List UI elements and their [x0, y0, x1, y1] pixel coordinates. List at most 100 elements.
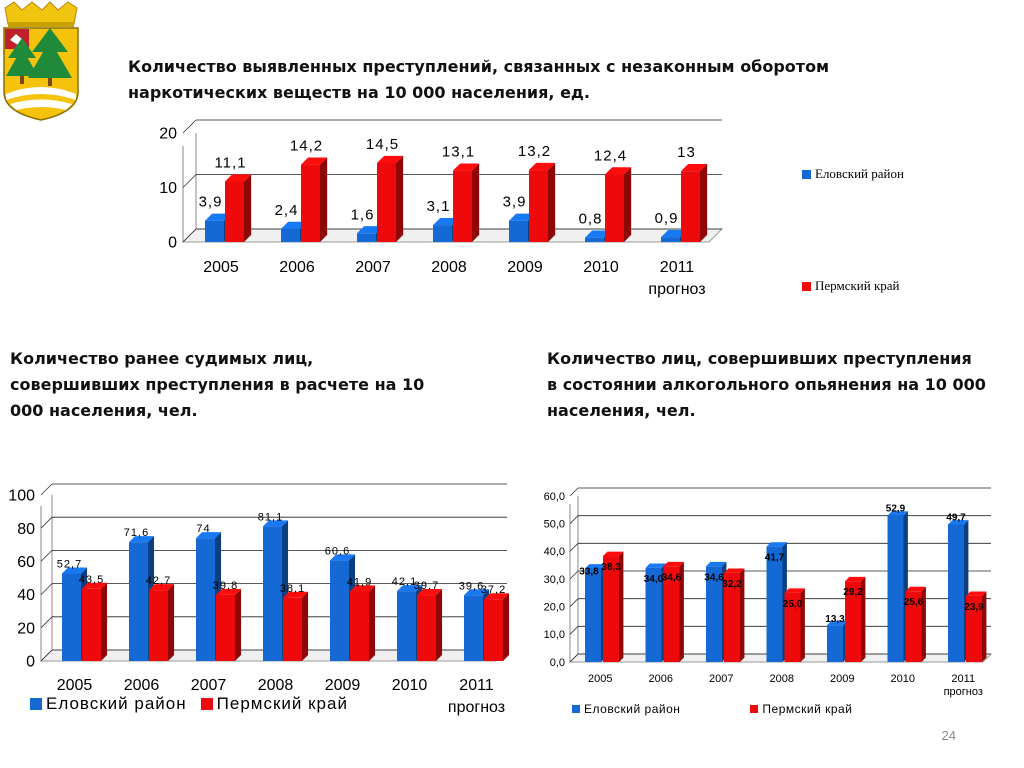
y-tick-label: 80 — [17, 521, 35, 538]
bar-front — [585, 237, 604, 242]
bar-top — [225, 174, 252, 182]
legend-swatch-red — [750, 705, 759, 713]
data-label: 38,3 — [601, 562, 621, 573]
bar-front — [330, 560, 349, 661]
x-tick-label: 2005 — [57, 677, 93, 694]
x-tick-label: 2010 — [392, 677, 428, 694]
legend-swatch-blue — [30, 698, 42, 710]
bar-top — [433, 217, 460, 226]
bar-top — [724, 568, 745, 573]
y-tick-label: 50,0 — [544, 519, 565, 531]
data-label: 60,6 — [325, 545, 350, 557]
bar-top — [948, 520, 969, 525]
bar-top — [464, 589, 490, 596]
bar-front — [681, 171, 700, 242]
bar-perm: 23,9 — [964, 591, 987, 662]
x-tick-label: 2009 — [325, 677, 361, 694]
bar-elovsky: 49,7 — [946, 512, 969, 662]
gridline-depth — [569, 653, 579, 663]
shield-icon — [3, 27, 79, 121]
chart1-legend-item-elovsky: Еловский район — [802, 166, 904, 182]
x-tick-sublabel: прогноз — [944, 686, 983, 698]
data-label: 29,2 — [843, 587, 863, 598]
data-label: 41,7 — [765, 553, 785, 564]
bar-front — [216, 594, 235, 661]
x-tick-sublabel: прогноз — [648, 281, 705, 298]
chart2-legend: Еловский район Пермский край — [30, 694, 348, 714]
bar-top — [784, 588, 805, 593]
legend-swatch-blue — [572, 705, 580, 713]
bar-elovsky: 33,8 — [579, 564, 606, 662]
bar-top — [216, 588, 242, 595]
data-label: 34,0 — [644, 574, 664, 585]
bar-perm: 29,2 — [843, 576, 866, 662]
x-tick-label: 2011 — [951, 673, 975, 685]
bar-front — [417, 595, 436, 661]
data-label: 13,1 — [442, 144, 475, 161]
bar-front — [263, 526, 282, 661]
legend-swatch-red — [200, 698, 213, 710]
chart3-legend: Еловский район Пермский край — [572, 702, 852, 716]
bar-side — [800, 588, 805, 662]
data-label: 43,5 — [79, 574, 104, 586]
data-label: 42,7 — [146, 575, 171, 587]
bar-front — [433, 225, 452, 242]
bar-top — [663, 561, 684, 567]
data-label: 13,2 — [518, 143, 551, 160]
bar-side — [302, 591, 309, 661]
legend-label: Пермский край — [216, 694, 348, 713]
gridline-depth — [40, 483, 53, 496]
data-label: 0,8 — [579, 211, 603, 228]
legend-label: Пермский край — [815, 278, 900, 293]
bar-front — [585, 568, 601, 662]
bar-top — [301, 157, 328, 165]
data-label: 3,9 — [503, 194, 527, 211]
data-label: 81,1 — [258, 511, 283, 523]
data-label: 13,3 — [825, 614, 845, 625]
bar-front — [529, 170, 548, 242]
bar-perm: 42,7 — [146, 575, 175, 661]
bar-front — [129, 542, 148, 661]
bar-top — [196, 532, 222, 539]
bar-side — [472, 163, 480, 242]
x-tick-label: 2006 — [124, 677, 160, 694]
data-label: 39,6 — [459, 580, 484, 592]
x-tick-label: 2010 — [583, 259, 619, 276]
x-tick-label: 2007 — [191, 677, 227, 694]
data-label: 38,1 — [280, 583, 305, 595]
bar-side — [740, 568, 745, 662]
bar-front — [225, 181, 244, 242]
legend-label: Еловский район — [584, 702, 681, 716]
bar-side — [436, 589, 443, 661]
bar-front — [281, 228, 300, 242]
gridline-depth — [569, 570, 579, 580]
bar-top — [330, 554, 356, 561]
bar-perm: 34,6 — [662, 561, 684, 662]
bar-front — [350, 591, 369, 661]
bar-top — [62, 567, 88, 574]
bar-perm: 11,1 — [214, 155, 252, 242]
data-label: 74 — [196, 523, 210, 535]
bar-top — [766, 542, 787, 547]
y-tick-label: 10,0 — [544, 629, 565, 641]
bar-front — [82, 588, 101, 661]
data-label: 34,6 — [662, 572, 682, 583]
x-tick-label: 2009 — [830, 673, 854, 685]
data-label: 39,7 — [414, 580, 439, 592]
bar-perm: 14,5 — [366, 136, 404, 242]
bar-front — [509, 220, 528, 242]
bar-side — [320, 157, 328, 242]
x-tick-label: 2008 — [258, 677, 294, 694]
bar-front — [663, 566, 680, 662]
bar-top — [706, 561, 727, 567]
data-label: 3,9 — [199, 194, 223, 211]
bar-perm: 25,0 — [783, 588, 805, 662]
data-label: 25,0 — [783, 599, 803, 610]
bar-perm: 37,2 — [481, 584, 510, 661]
x-tick-label: 2009 — [507, 259, 543, 276]
bar-elovsky: 34,6 — [704, 561, 727, 662]
data-label: 12,4 — [594, 147, 627, 164]
bar-perm: 38,1 — [280, 583, 309, 661]
crown-icon — [4, 1, 78, 27]
bar-front — [196, 538, 215, 661]
